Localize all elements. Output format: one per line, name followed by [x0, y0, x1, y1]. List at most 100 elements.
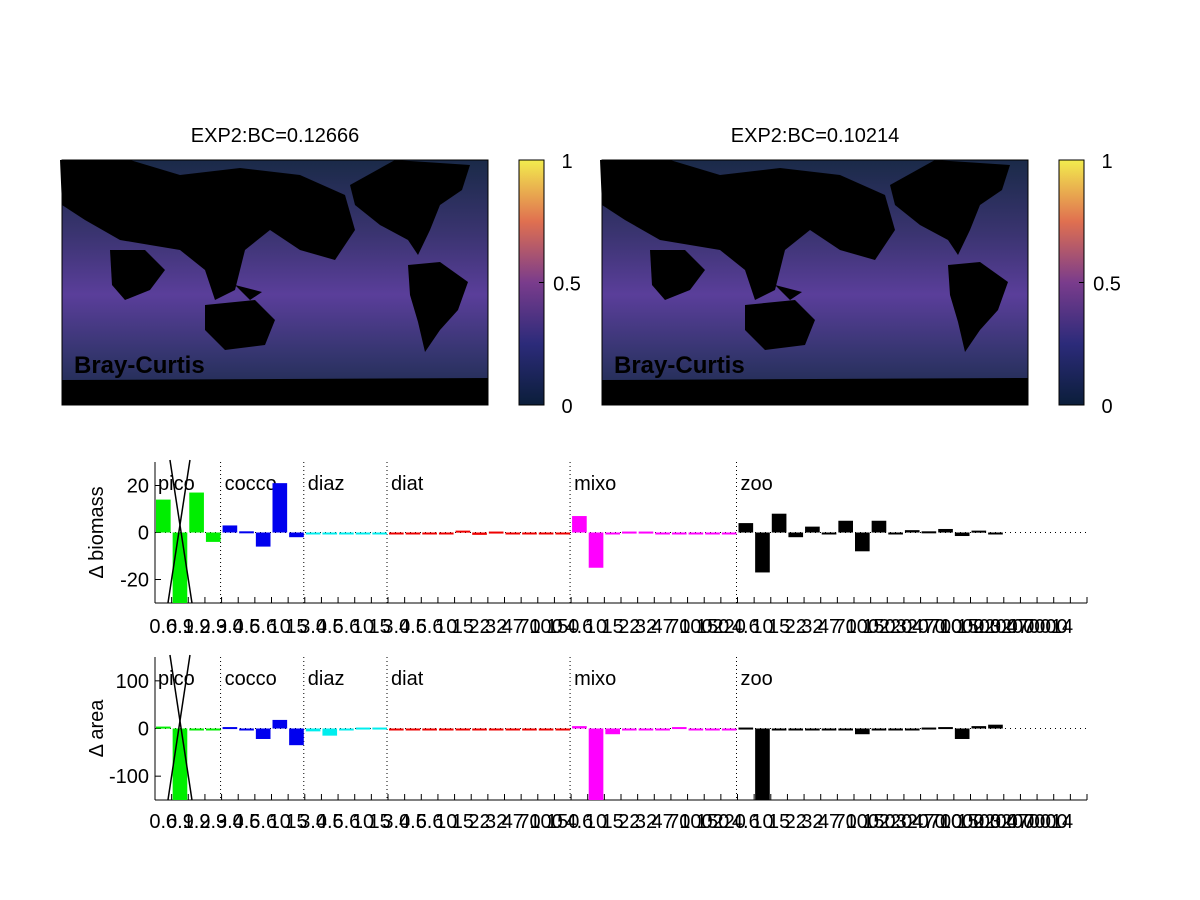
x-tick-label: 10 — [751, 616, 773, 638]
colorbar-tick-label: 1 — [561, 151, 572, 173]
x-tick-label: 700 — [929, 811, 962, 833]
bar — [289, 532, 304, 538]
x-tick-label: 1.9 — [183, 811, 211, 833]
bar — [156, 726, 171, 729]
bar — [472, 532, 487, 535]
x-tick-label: 700 — [929, 616, 962, 638]
x-tick-label: 2200 — [973, 616, 1018, 638]
x-tick-label: 2.9 — [199, 616, 227, 638]
bar — [705, 532, 720, 535]
x-tick-label: 150 — [546, 811, 579, 833]
bar — [205, 728, 221, 731]
bar — [705, 728, 720, 731]
bar — [488, 531, 504, 534]
bar — [538, 532, 554, 535]
bar — [305, 728, 321, 732]
bar — [156, 499, 171, 533]
x-tick-label: 47 — [651, 811, 673, 833]
x-tick-label: 4.6 — [233, 616, 261, 638]
bar — [838, 728, 853, 731]
x-tick-label: 22 — [618, 811, 640, 833]
map-frame — [61, 159, 489, 406]
bar — [455, 728, 471, 731]
bar — [322, 532, 338, 535]
x-tick-label: 10 — [269, 616, 291, 638]
bar — [904, 530, 920, 533]
x-tick-label: 2.9 — [199, 811, 227, 833]
bar — [438, 728, 454, 731]
bar — [555, 728, 571, 731]
x-tick-label: 150 — [696, 616, 729, 638]
x-tick-label: 4700 — [1007, 616, 1052, 638]
y-axis-label: Δ area — [86, 699, 108, 758]
x-tick-label: 47 — [818, 616, 840, 638]
x-tick-label: 4.6 — [233, 811, 261, 833]
group-label: pico — [158, 473, 195, 495]
x-tick-label: 32 — [801, 616, 823, 638]
x-tick-label: 1000 — [940, 811, 985, 833]
x-tick-label: 47 — [502, 616, 524, 638]
x-tick-label: 220 — [879, 811, 912, 833]
x-tick-label: 15 — [369, 616, 391, 638]
group-label: pico — [158, 668, 195, 690]
x-tick-label: 5.6 — [416, 616, 444, 638]
x-tick-label: 14 — [1051, 811, 1073, 833]
x-tick-label: 320 — [896, 616, 929, 638]
x-tick-label: 100 — [846, 811, 879, 833]
bar — [255, 532, 271, 547]
x-tick-label: 220 — [879, 616, 912, 638]
x-tick-label: 0.9 — [166, 616, 194, 638]
overlay-line — [169, 459, 193, 604]
bar — [555, 532, 571, 535]
bar — [788, 532, 804, 538]
bar — [405, 532, 421, 535]
x-tick-label: 47 — [502, 811, 524, 833]
bar — [821, 728, 837, 731]
group-label: mixo — [574, 473, 616, 495]
x-tick-label: 22 — [468, 616, 490, 638]
bar — [239, 531, 254, 534]
x-tick-label: 3200 — [990, 616, 1035, 638]
x-tick-label: 10 — [435, 811, 457, 833]
x-tick-label: 32 — [635, 616, 657, 638]
bar — [921, 727, 937, 730]
x-tick-label: 4.6 — [399, 811, 427, 833]
bar — [605, 532, 620, 535]
y-tick-label: -100 — [109, 766, 149, 788]
x-tick-label: 10 — [352, 811, 374, 833]
x-tick-label: 47 — [651, 616, 673, 638]
bar — [522, 728, 537, 731]
bar — [738, 727, 754, 730]
x-tick-label: 150 — [862, 811, 895, 833]
x-tick-label: 1500 — [957, 811, 1002, 833]
x-tick-label: 32 — [635, 811, 657, 833]
bar — [805, 526, 820, 533]
x-tick-label: 150 — [862, 616, 895, 638]
x-tick-label: 70 — [518, 811, 540, 833]
bar — [721, 532, 737, 535]
x-tick-label: 70 — [518, 616, 540, 638]
bar — [855, 532, 870, 552]
bar — [505, 532, 521, 535]
bar — [372, 532, 387, 535]
bar — [655, 532, 670, 535]
x-tick-label: 100 — [846, 616, 879, 638]
x-tick-label: 220 — [712, 616, 745, 638]
bar — [605, 728, 620, 735]
x-tick-label: 1500 — [957, 616, 1002, 638]
x-tick-label: 15 — [452, 616, 474, 638]
x-tick-label: 4700 — [1007, 811, 1052, 833]
group-label: cocco — [225, 473, 277, 495]
bar — [688, 532, 704, 535]
bar — [355, 727, 371, 730]
bar — [522, 532, 537, 535]
bar — [721, 728, 737, 731]
map-label: Bray-Curtis — [74, 352, 205, 379]
x-tick-label: 15 — [768, 811, 790, 833]
bar — [755, 728, 770, 800]
x-tick-label: 150 — [696, 811, 729, 833]
x-tick-label: 3.0 — [299, 811, 327, 833]
